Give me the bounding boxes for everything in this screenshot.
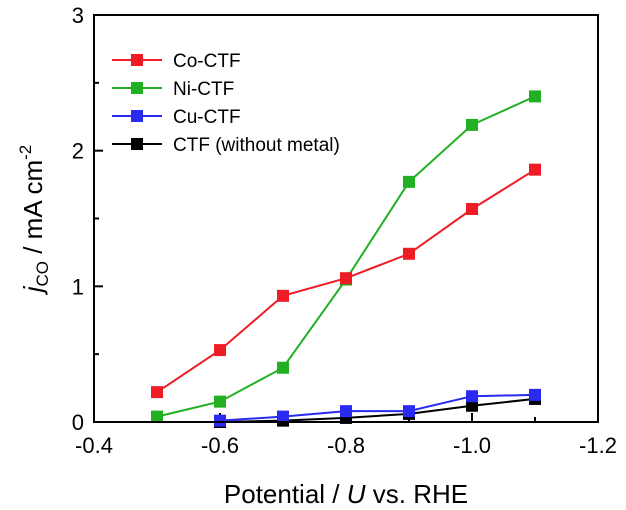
data-point [529, 388, 541, 401]
data-point [403, 405, 415, 418]
legend-marker [131, 54, 143, 66]
data-point [529, 90, 541, 103]
y-tick-label: 2 [72, 139, 84, 164]
x-tick-label: -0.4 [75, 433, 113, 458]
data-point [277, 289, 289, 302]
data-point [151, 386, 163, 399]
data-point [466, 118, 478, 131]
data-point [403, 175, 415, 188]
data-point [151, 410, 163, 423]
data-point [214, 344, 226, 357]
series-co-ctf [151, 163, 541, 399]
data-point [277, 410, 289, 423]
legend-marker [131, 138, 143, 150]
data-point [466, 390, 478, 403]
series-cu-ctf [214, 388, 541, 427]
x-axis-ticks: -0.4 -0.6 -0.8 -1.0 -1.2 [75, 413, 617, 458]
legend-label: Ni-CTF [173, 79, 234, 100]
y-tick-label: 1 [72, 274, 84, 299]
legend-marker [131, 82, 143, 94]
x-axis-title: Potential / U vs. RHE [224, 479, 468, 509]
legend-label: Co-CTF [173, 51, 241, 72]
y-tick-label: 0 [72, 410, 84, 435]
data-point [340, 272, 352, 285]
x-tick-label: -0.6 [201, 433, 239, 458]
series-layer [151, 90, 541, 428]
plot-frame [93, 14, 599, 423]
legend-item: CTF (without metal) [112, 135, 340, 156]
y-axis-ticks: 0 1 2 3 [72, 3, 103, 435]
data-point [529, 163, 541, 176]
x-tick-label: -0.8 [327, 433, 365, 458]
data-point [214, 414, 226, 427]
data-point [214, 395, 226, 408]
y-tick-label: 3 [72, 3, 84, 28]
data-point [277, 361, 289, 374]
legend-item: Co-CTF [112, 51, 241, 72]
x-tick-label: -1.2 [579, 433, 617, 458]
legend-label: Cu-CTF [173, 107, 241, 128]
data-point [403, 247, 415, 260]
series-line [219, 397, 536, 423]
legend-item: Cu-CTF [112, 107, 241, 128]
legend-label: CTF (without metal) [173, 135, 340, 156]
legend-item: Ni-CTF [112, 79, 234, 100]
data-point [466, 399, 478, 412]
x-tick-label: -1.0 [453, 433, 491, 458]
data-point [466, 203, 478, 216]
data-point [340, 405, 352, 418]
series-line [219, 393, 536, 422]
y-axis-title: jCO / mA cm-2 [16, 145, 52, 296]
legend-marker [131, 110, 143, 122]
legend: Co-CTF Ni-CTF Cu-CTF CTF (without metal) [112, 51, 340, 156]
